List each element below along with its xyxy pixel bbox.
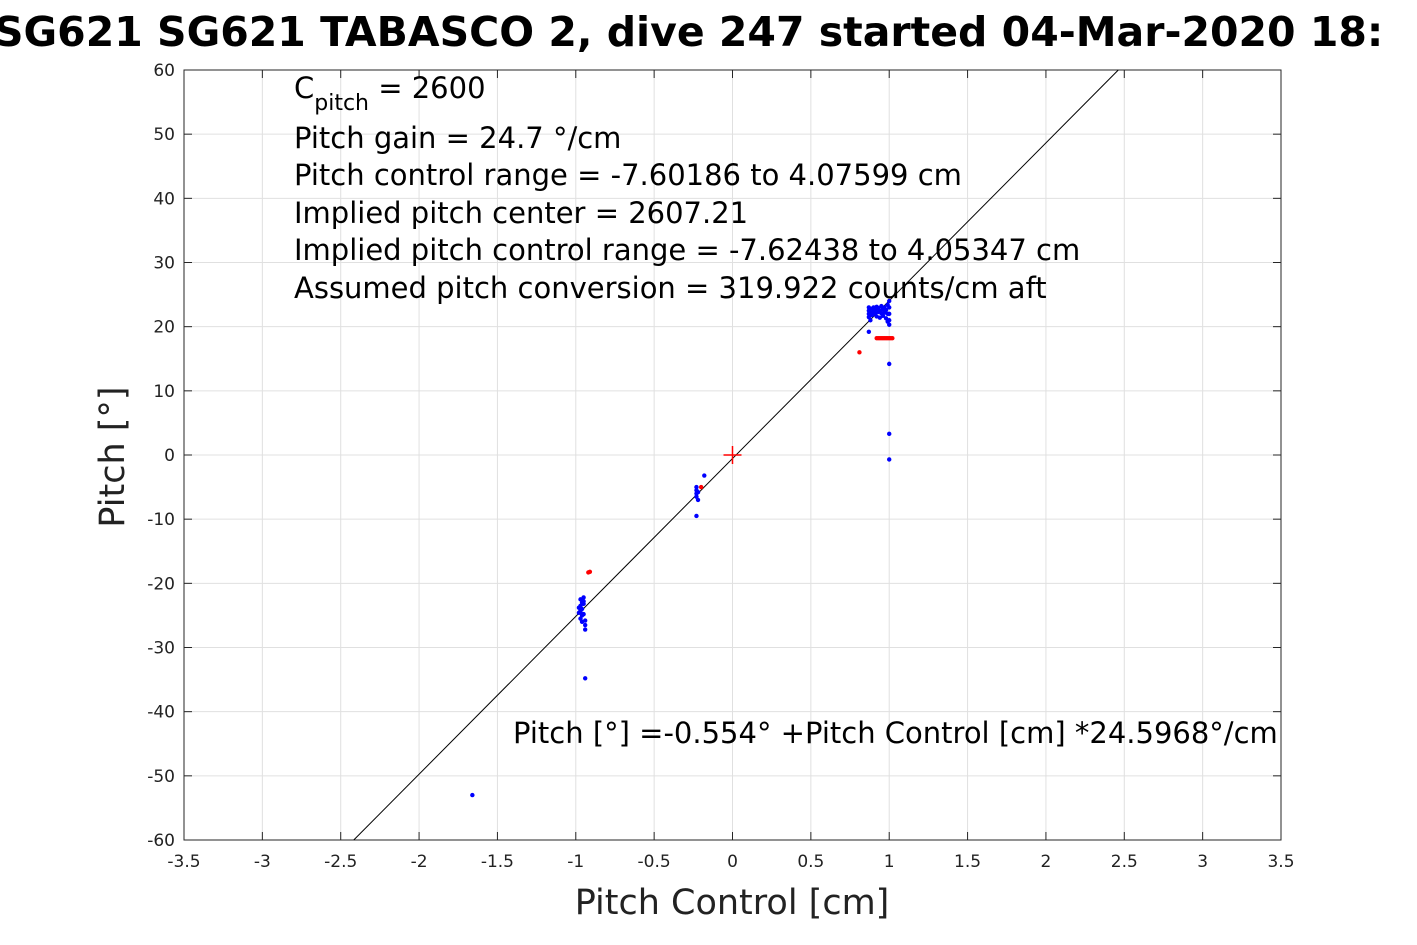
y-tick-label: -20 <box>147 574 175 594</box>
blue-data-point <box>866 329 872 334</box>
x-tick-label: 0 <box>727 852 738 872</box>
blue-data-point <box>887 457 892 462</box>
blue-data-point <box>470 792 475 798</box>
y-tick-label: -60 <box>147 831 175 851</box>
data-points <box>470 298 895 798</box>
red-data-point <box>587 569 593 574</box>
x-axis-label: Pitch Control [cm] <box>575 883 890 923</box>
blue-data-point <box>887 298 892 304</box>
x-tick-label: -1.5 <box>481 852 514 872</box>
y-tick-label: 20 <box>153 318 175 338</box>
fit-equation-annotation: Pitch [°] =-0.554° +Pitch Control [cm] *… <box>513 716 1278 750</box>
y-tick-label: 60 <box>153 61 175 81</box>
blue-data-point <box>581 595 586 600</box>
x-tick-label: 2 <box>1041 852 1052 872</box>
blue-data-point <box>887 305 892 310</box>
blue-data-point <box>695 497 701 503</box>
blue-data-point <box>582 676 588 681</box>
x-tick-label: -3.5 <box>167 852 200 872</box>
c-pitch-value: = 2600 <box>369 71 486 105</box>
blue-data-point <box>582 618 588 623</box>
pitch-gain-annotation: Pitch gain = 24.7 °/cm <box>294 121 621 155</box>
blue-data-point <box>868 318 873 323</box>
y-tick-label: -50 <box>147 767 175 787</box>
y-axis-label: Pitch [°] <box>93 386 133 527</box>
red-data-point <box>857 350 862 355</box>
c-pitch-subscript: pitch <box>314 91 369 116</box>
blue-data-point <box>885 319 890 324</box>
ticks: -3.5 -3 -2.5 -2 -1.5 -1 -0.5 0 0.5 1 1.5 2 2.5 3 3.5 -6… <box>147 61 1294 872</box>
x-tick-label: 0.5 <box>797 852 824 872</box>
implied-range-annotation: Implied pitch control range = -7.62438 t… <box>294 233 1080 267</box>
y-tick-label: 0 <box>164 446 175 466</box>
x-tick-label: -3 <box>254 852 271 872</box>
pitch-control-range-annotation: Pitch control range = -7.60186 to 4.0759… <box>294 158 962 192</box>
blue-data-point <box>887 361 892 367</box>
blue-data-point <box>694 513 699 519</box>
red-data-point <box>890 336 895 341</box>
blue-data-point <box>887 431 892 437</box>
y-tick-label: 40 <box>153 189 175 209</box>
blue-data-point <box>582 622 588 628</box>
c-pitch-main: C <box>294 71 314 105</box>
y-tick-label: -40 <box>147 703 175 723</box>
blue-data-point <box>576 605 582 610</box>
y-tick-label: -10 <box>147 510 175 530</box>
implied-center-annotation: Implied pitch center = 2607.21 <box>294 196 748 230</box>
c-pitch-annotation: Cpitch = 2600 <box>294 71 486 116</box>
blue-data-point <box>883 307 889 313</box>
x-tick-label: -2.5 <box>324 852 357 872</box>
blue-data-point <box>887 311 892 317</box>
x-tick-label: 3 <box>1197 852 1208 872</box>
x-tick-label: -1 <box>567 852 584 872</box>
x-tick-label: 1.5 <box>954 852 981 872</box>
y-tick-label: 30 <box>153 254 175 274</box>
assumed-conversion-annotation: Assumed pitch conversion = 319.922 count… <box>294 271 1047 305</box>
blue-data-point <box>702 473 707 478</box>
blue-data-point <box>576 610 582 616</box>
blue-data-point <box>694 484 699 490</box>
y-tick-label: -30 <box>147 639 175 659</box>
blue-data-point <box>581 599 586 604</box>
blue-data-point <box>582 627 588 632</box>
x-tick-label: 3.5 <box>1267 852 1294 872</box>
blue-data-point <box>695 490 701 495</box>
x-tick-label: 1 <box>884 852 895 872</box>
y-tick-label: 10 <box>153 382 175 402</box>
center-marker-group <box>723 446 742 464</box>
x-tick-label: -2 <box>411 852 428 872</box>
chart-title: SG621 SG621 TABASCO 2, dive 247 started … <box>0 8 1383 56</box>
x-tick-label: 2.5 <box>1111 852 1138 872</box>
red-data-point <box>698 484 704 490</box>
x-tick-label: -0.5 <box>638 852 671 872</box>
blue-data-point <box>581 611 586 617</box>
y-tick-label: 50 <box>153 125 175 145</box>
grid <box>183 69 1282 841</box>
